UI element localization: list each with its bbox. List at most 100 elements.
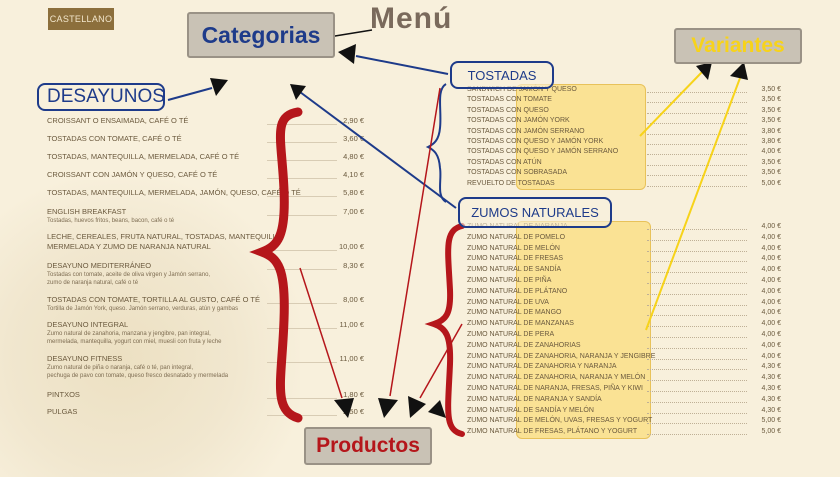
leader-line: [647, 123, 747, 125]
item-name: PINTXOS: [47, 390, 80, 399]
leader-line: [267, 303, 337, 304]
item-price: 3,60 €: [343, 134, 364, 143]
item-description: Tostadas con tomate, aceite de oliva vir…: [47, 272, 211, 278]
item-name: REVUELTO DE TOSTADAS: [467, 179, 555, 187]
desayuno-item: TOSTADAS, MANTEQUILLA, MERMELADA, CAFÉ O…: [47, 152, 364, 172]
leader-line: [647, 239, 747, 241]
desayuno-item: TOSTADAS, MANTEQUILLA, MERMELADA, JAMÓN,…: [47, 188, 364, 208]
item-name: TOSTADAS CON QUESO Y JAMÓN YORK: [467, 138, 604, 145]
leader-line: [647, 283, 747, 284]
arrow-desayunos-categorias: [167, 87, 213, 101]
item-name: TOSTADAS CON TOMATE, TORTILLA AL GUSTO, …: [47, 295, 260, 304]
leader-line: [647, 250, 747, 252]
leader-line: [267, 160, 337, 161]
item-price: 4,00 €: [761, 331, 781, 338]
tostadas-item: REVUELTO DE TOSTADAS 5,00 €: [467, 179, 781, 189]
item-name: ZUMO NATURAL DE ZANAHORIA Y NARANJA: [467, 363, 617, 371]
item-price: 3,50 €: [761, 169, 781, 177]
desayuno-item: TOSTADAS CON TOMATE, CAFÉ O TÉ 3,60 €: [47, 134, 364, 154]
zumos-item: ZUMO NATURAL DE PIÑA 4,00 €: [467, 276, 781, 286]
leader-line: [647, 185, 747, 187]
item-price: 4,00 €: [761, 244, 781, 252]
zumos-item: ZUMO NATURAL DE MANZANAS 4,00 €: [467, 319, 781, 329]
item-price: 3,80 €: [761, 127, 781, 135]
item-name: SANDWICH DE JAMÓN Y QUESO: [467, 86, 577, 93]
leader-line: [647, 304, 747, 306]
item-price: 3,50 €: [761, 96, 781, 104]
item-price: 1,80 €: [343, 390, 364, 399]
item-price: 4,30 €: [761, 406, 781, 414]
item-name: TOSTADAS CON JAMÓN YORK: [467, 117, 570, 125]
item-price: 4,00 €: [761, 277, 781, 284]
item-price: 11,00 €: [339, 320, 364, 329]
tostadas-item: TOSTADAS CON SOBRASADA 3,50 €: [467, 168, 781, 178]
category-heading-tostadas: TOSTADAS: [450, 61, 554, 89]
leader-line: [647, 133, 747, 135]
desayuno-item: LECHE, CEREALES, FRUTA NATURAL, TOSTADAS…: [47, 232, 364, 252]
item-price: 4,00 €: [761, 233, 781, 241]
item-name: ZUMO NATURAL DE ZANAHORIA, NARANJA Y MEL…: [467, 374, 646, 382]
leader-line: [267, 362, 337, 363]
item-price: 4,00 €: [761, 148, 781, 156]
desayuno-item: DESAYUNO INTEGRAL Zumo natural de zanahor…: [47, 320, 364, 345]
item-name: ENGLISH BREAKFAST: [47, 207, 127, 216]
item-price: 2,90 €: [343, 116, 364, 125]
item-price: 4,00 €: [761, 266, 781, 274]
red-brace-desayunos: [249, 107, 303, 423]
leader-line: [647, 144, 747, 145]
tostadas-item: TOSTADAS CON TOMATE 3,50 €: [467, 95, 781, 105]
item-description: Zumo natural de zanahoria, manzana y jen…: [47, 331, 211, 337]
leader-line: [267, 398, 337, 399]
leader-line: [647, 434, 747, 436]
leader-line: [647, 369, 747, 371]
tostadas-item: TOSTADAS CON JAMÓN YORK 3,50 €: [467, 116, 781, 126]
item-name: TOSTADAS CON QUESO: [467, 106, 549, 114]
leader-line: [267, 196, 337, 197]
item-price: 11,00 €: [339, 354, 364, 363]
desayuno-item: ENGLISH BREAKFAST Tostadas, huevos fritos…: [47, 207, 364, 227]
leader-line: [647, 423, 747, 425]
desayuno-item: PULGAS 2,50 €: [47, 407, 364, 427]
item-description-line2: mermelada, mantequilla, yogurt con miel,…: [47, 339, 222, 345]
item-name: ZUMO NATURAL DE PIÑA: [467, 277, 552, 284]
item-name: ZUMO NATURAL DE MELÓN, UVAS, FRESAS Y YO…: [467, 417, 653, 425]
item-price: 3,50 €: [761, 117, 781, 125]
leader-line: [267, 215, 337, 216]
variants-highlight-zumos: [516, 221, 651, 439]
item-price: 4,10 €: [343, 170, 364, 179]
language-tab[interactable]: CASTELLANO: [48, 8, 114, 30]
zumos-item: ZUMO NATURAL DE NARANJA, FRESAS, PIÑA Y …: [467, 384, 781, 394]
item-price: 4,00 €: [761, 341, 781, 349]
leader-line: [647, 229, 747, 230]
item-name: ZUMO NATURAL DE POMELO: [467, 233, 566, 241]
zumos-item: ZUMO NATURAL DE ZANAHORIA Y NARANJA 4,30 …: [467, 362, 781, 372]
leader-line: [267, 415, 337, 416]
tostadas-item: TOSTADAS CON JAMÓN SERRANO 3,80 €: [467, 127, 781, 137]
arrow-tostadas-categorias: [355, 55, 449, 75]
leader-line: [647, 175, 747, 177]
item-price: 7,00 €: [343, 207, 364, 216]
item-name: ZUMO NATURAL DE SANDÍA: [467, 266, 562, 274]
arrow-tostadas-variantes: [639, 71, 703, 137]
item-price: 4,00 €: [761, 287, 781, 295]
leader-line: [647, 358, 747, 360]
item-price: 3,80 €: [761, 138, 781, 145]
item-name: ZUMO NATURAL DE NARANJA Y SANDÍA: [467, 395, 602, 403]
leader-line: [647, 315, 747, 317]
item-price: 4,30 €: [761, 363, 781, 371]
leader-line: [647, 412, 747, 414]
item-price: 10,00 €: [338, 242, 364, 251]
item-name: ZUMO NATURAL DE PLÁTANO: [467, 287, 568, 295]
item-description: Tostadas, huevos fritos, beans, bacon, c…: [47, 218, 175, 224]
item-price: 8,30 €: [343, 261, 364, 270]
tostadas-item: TOSTADAS CON QUESO 3,50 €: [467, 106, 781, 116]
desayuno-item: DESAYUNO MEDITERRÁNEO Tostadas con tomate…: [47, 261, 364, 286]
zumos-item: ZUMO NATURAL DE ZANAHORIAS 4,00 €: [467, 341, 781, 351]
item-name: DESAYUNO INTEGRAL: [47, 320, 129, 329]
item-name: ZUMO NATURAL DE NARANJA, FRESAS, PIÑA Y …: [467, 385, 643, 392]
categorias-label: Categorias: [187, 12, 335, 58]
item-price: 8,00 €: [343, 295, 364, 304]
item-name: CROISSANT CON JAMÓN Y QUESO, CAFÉ O TÉ: [47, 170, 218, 179]
menu-title: Menú: [370, 2, 453, 35]
item-price: 5,00 €: [761, 179, 781, 187]
